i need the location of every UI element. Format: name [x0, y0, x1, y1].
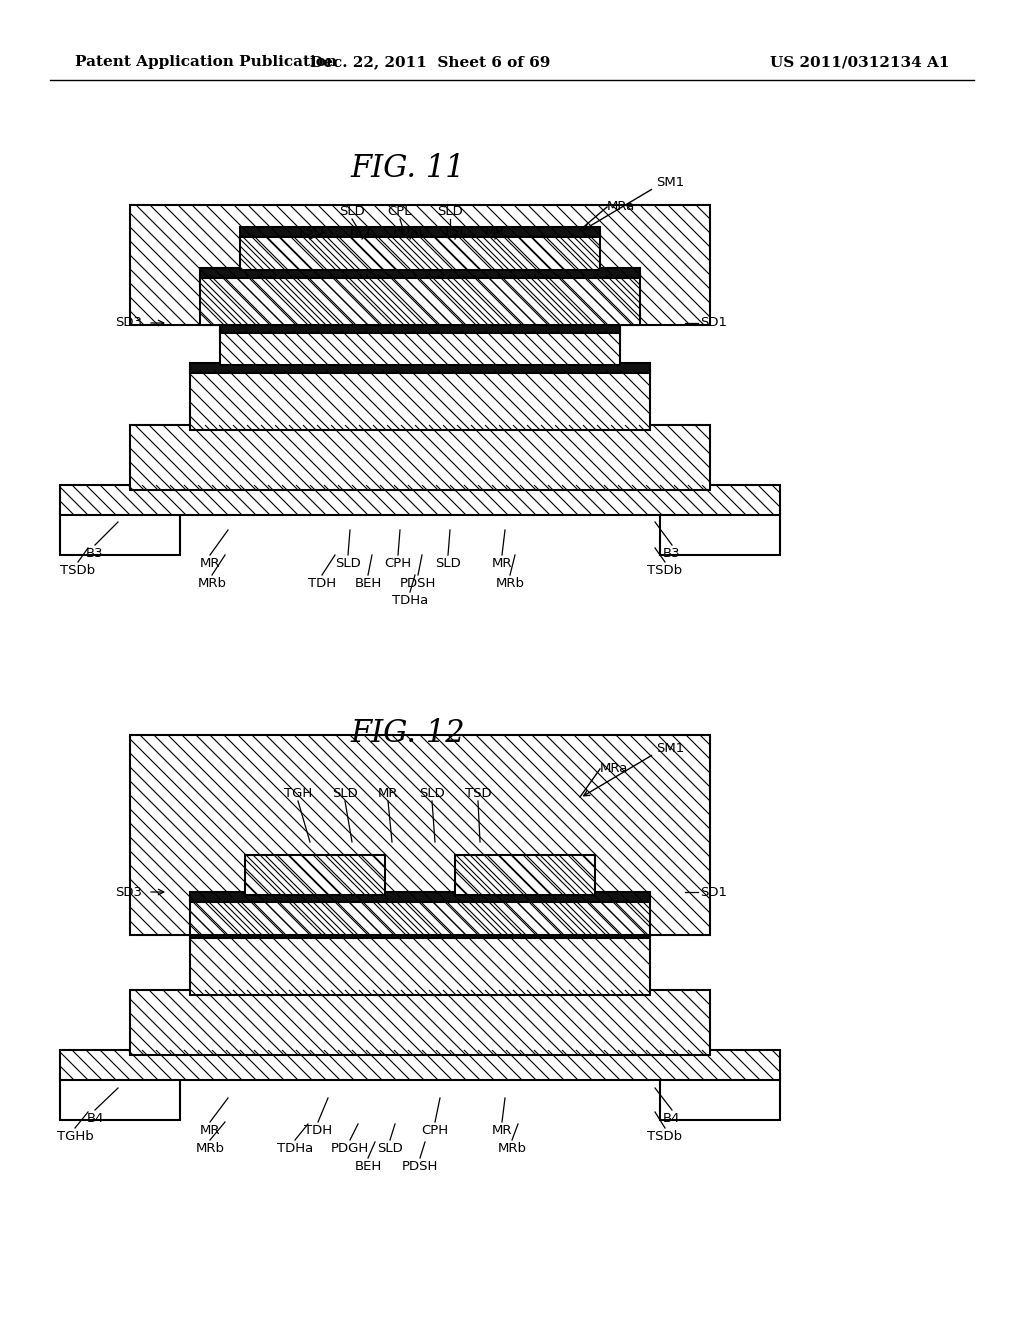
Text: MR: MR — [200, 557, 220, 570]
Text: MRb: MRb — [196, 1142, 224, 1155]
Bar — [455, 855, 595, 895]
Text: TSDb: TSDb — [647, 564, 683, 577]
Bar — [130, 990, 710, 1055]
Text: B4: B4 — [664, 1111, 681, 1125]
Text: TDHa: TDHa — [276, 1142, 313, 1155]
Text: MR: MR — [378, 787, 398, 800]
Text: BEH: BEH — [354, 577, 382, 590]
Text: Dec. 22, 2011  Sheet 6 of 69: Dec. 22, 2011 Sheet 6 of 69 — [310, 55, 550, 69]
Text: MR: MR — [492, 557, 512, 570]
Text: SLD: SLD — [339, 205, 365, 218]
Text: Patent Application Publication: Patent Application Publication — [75, 55, 337, 69]
Text: TDHa: TDHa — [392, 594, 428, 607]
Text: TSDb: TSDb — [60, 564, 95, 577]
Text: SM1: SM1 — [656, 176, 684, 189]
Text: PDGH: PDGH — [331, 1142, 369, 1155]
Text: TSD: TSD — [297, 224, 324, 238]
Bar — [200, 268, 640, 279]
Text: SLD: SLD — [377, 1142, 402, 1155]
Text: TSD: TSD — [465, 787, 492, 800]
Bar — [245, 855, 385, 895]
Bar — [60, 1049, 780, 1080]
Text: MRa: MRa — [600, 762, 629, 775]
Text: SLD: SLD — [419, 787, 444, 800]
Text: FIG. 12: FIG. 12 — [350, 718, 465, 748]
Text: TDH: TDH — [308, 577, 336, 590]
Text: B4: B4 — [86, 1111, 103, 1125]
Bar — [220, 323, 620, 333]
Bar — [660, 510, 780, 554]
Bar — [240, 235, 600, 271]
Text: CPH: CPH — [422, 1125, 449, 1137]
Bar — [60, 1074, 180, 1119]
Text: MR: MR — [492, 1125, 512, 1137]
Text: SLD: SLD — [435, 557, 461, 570]
Text: SD3: SD3 — [115, 886, 142, 899]
Bar — [190, 900, 650, 935]
Text: MRb: MRb — [496, 577, 524, 590]
Bar — [660, 1074, 780, 1119]
Text: MR: MR — [484, 224, 505, 238]
Text: CPH: CPH — [384, 557, 412, 570]
Bar — [130, 735, 710, 935]
Text: FIG. 11: FIG. 11 — [350, 153, 465, 183]
Bar — [60, 484, 780, 515]
Text: TSL: TSL — [443, 224, 467, 238]
Bar — [130, 205, 710, 325]
Text: SLD: SLD — [437, 205, 463, 218]
Bar — [60, 510, 180, 554]
Text: US 2011/0312134 A1: US 2011/0312134 A1 — [770, 55, 950, 69]
Bar — [200, 275, 640, 325]
Bar — [130, 425, 710, 490]
Bar — [190, 935, 650, 995]
Text: TGHb: TGHb — [56, 1130, 93, 1143]
Text: SM1: SM1 — [656, 742, 684, 755]
Bar — [190, 892, 650, 902]
Text: TSDb: TSDb — [647, 1130, 683, 1143]
Text: MR: MR — [200, 1125, 220, 1137]
Text: B3: B3 — [86, 546, 103, 560]
Bar — [220, 330, 620, 366]
Text: B3: B3 — [664, 546, 681, 560]
Text: BEL: BEL — [349, 224, 375, 238]
Text: BEH: BEH — [354, 1160, 382, 1173]
Text: SD1: SD1 — [700, 886, 727, 899]
Text: SD1: SD1 — [700, 317, 727, 330]
Text: TDH: TDH — [304, 1125, 332, 1137]
Text: TGH: TGH — [284, 787, 312, 800]
Text: PDSH: PDSH — [399, 577, 436, 590]
Text: MRb: MRb — [498, 1142, 526, 1155]
Text: PDSL: PDSL — [393, 224, 427, 238]
Text: PDSH: PDSH — [401, 1160, 438, 1173]
Bar — [240, 227, 600, 238]
Bar — [190, 370, 650, 430]
Text: CPL: CPL — [388, 205, 413, 218]
Text: MRb: MRb — [198, 577, 226, 590]
Text: SLD: SLD — [332, 787, 357, 800]
Text: MRa: MRa — [607, 199, 635, 213]
Bar — [190, 928, 650, 939]
Text: SD3: SD3 — [115, 317, 142, 330]
Text: SLD: SLD — [335, 557, 360, 570]
Bar — [190, 363, 650, 374]
